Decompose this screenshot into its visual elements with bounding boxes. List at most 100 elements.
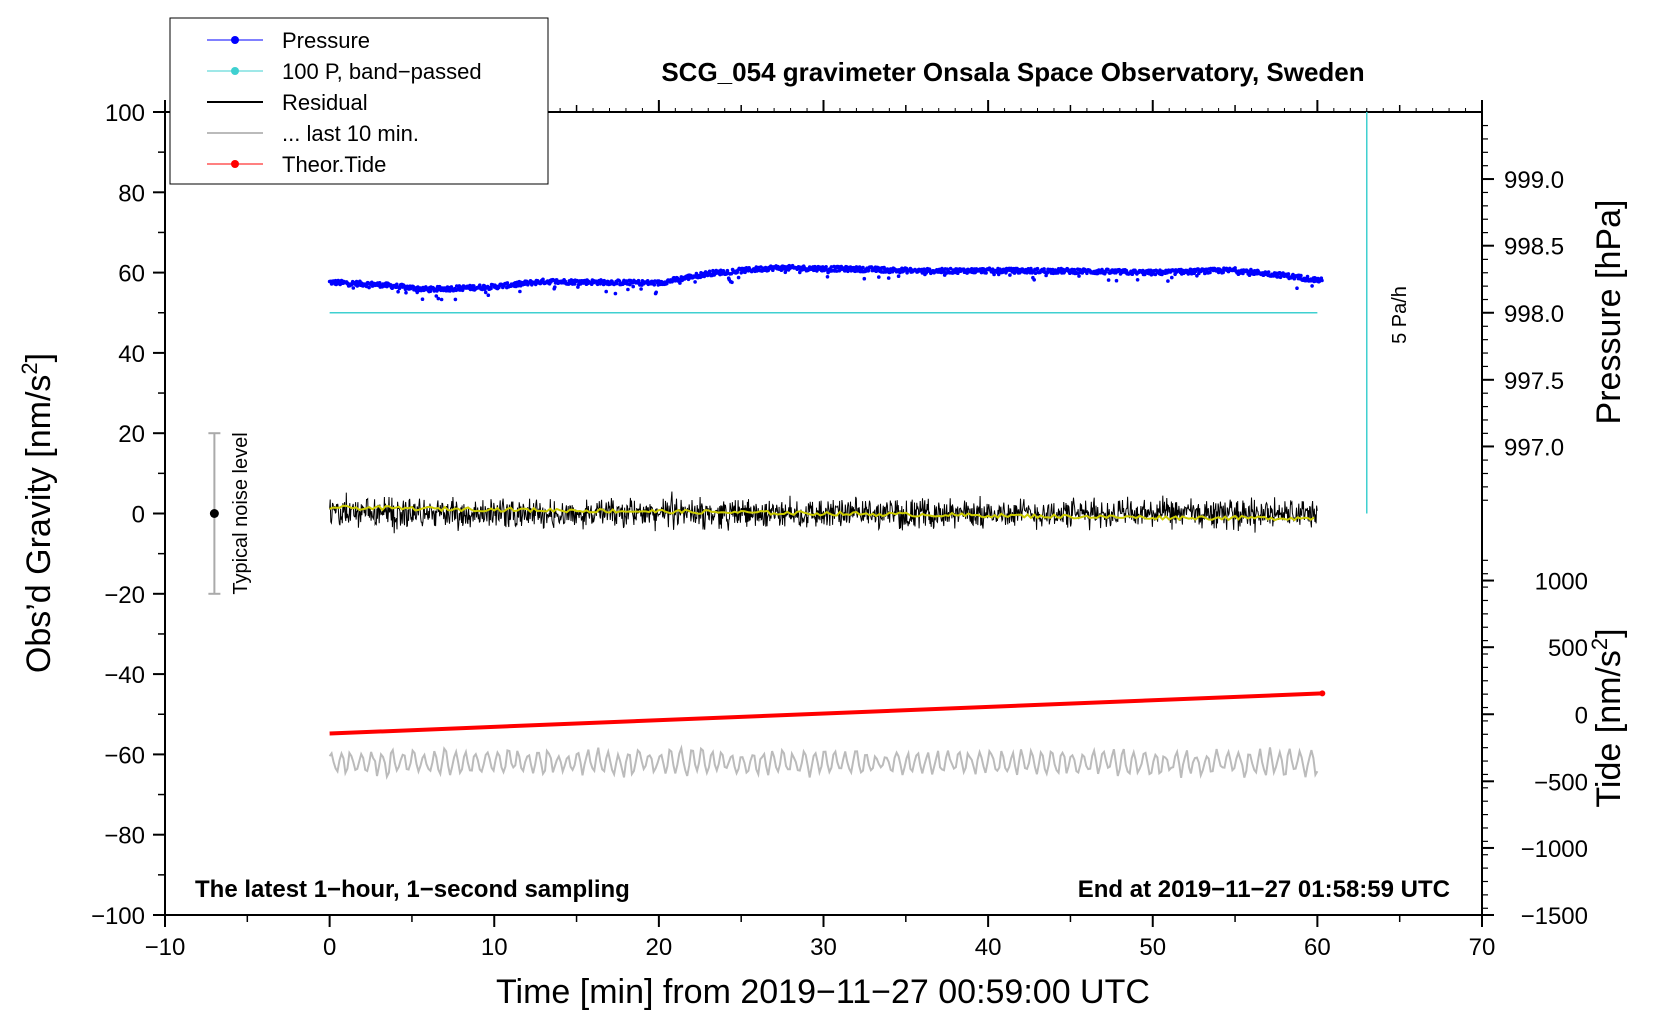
y-axis-left-label: Obs’d Gravity [nm/s2]	[17, 353, 58, 673]
pressure-point	[730, 280, 734, 285]
pressure-point	[826, 270, 830, 275]
y-axis-right-tide-label-end: ]	[1590, 628, 1628, 637]
pressure-point	[1072, 267, 1077, 272]
pressure-point	[1320, 278, 1324, 283]
pressure-point	[1033, 271, 1038, 276]
pressure-point	[652, 283, 657, 287]
legend-marker-pressure	[231, 36, 239, 44]
pressure-point	[551, 278, 556, 283]
pressure-point	[825, 275, 830, 279]
y-tick-label: −80	[104, 823, 145, 850]
pressure-point	[396, 289, 400, 294]
pressure-tick-label: 997.5	[1504, 368, 1564, 395]
scale-bar-label: 5 Pa/h	[1389, 286, 1411, 344]
pressure-point	[1233, 266, 1237, 270]
series-residual-smoothed	[329, 504, 1315, 522]
y-axis-left-label-main: Obs’d Gravity [nm/s	[20, 375, 58, 674]
pressure-point	[1035, 266, 1040, 271]
pressure-point	[626, 287, 630, 292]
pressure-point	[1106, 278, 1111, 282]
pressure-point	[533, 282, 538, 287]
x-tick-label: 70	[1469, 934, 1496, 961]
pressure-point	[693, 280, 697, 284]
series-pressure	[327, 263, 1324, 302]
pressure-point	[1008, 273, 1012, 277]
series-group	[327, 263, 1326, 781]
series-theor-tide	[329, 691, 1323, 736]
pressure-point	[351, 286, 356, 290]
series-last-10-min	[328, 744, 1319, 781]
legend-item-pressure: Pressure	[207, 28, 370, 53]
legend-label-residual: Residual	[282, 90, 368, 115]
y-tick-label: 0	[132, 502, 145, 529]
y-tick-label: 60	[118, 261, 145, 288]
y-tick-label: 20	[118, 421, 145, 448]
pressure-point	[886, 276, 891, 280]
tide-tick-label: 1000	[1535, 569, 1588, 596]
pressure-point	[541, 277, 545, 282]
pressure-point	[836, 264, 841, 269]
legend-item-band-passed: 100 P, band−passed	[207, 59, 482, 84]
annotation-end-time: End at 2019−11−27 01:58:59 UTC	[1078, 876, 1450, 903]
tide-tick-label: −500	[1534, 769, 1588, 796]
pressure-point	[1281, 271, 1285, 275]
pressure-point	[1166, 279, 1170, 283]
pressure-point	[1310, 284, 1314, 288]
pressure-point	[969, 267, 974, 271]
pressure-point	[1266, 270, 1271, 274]
pressure-point	[1292, 276, 1297, 281]
x-tick-label: −10	[145, 934, 186, 961]
legend-marker-theor-tide	[231, 160, 239, 168]
legend-label-band-passed: 100 P, band−passed	[282, 59, 482, 84]
x-tick-label: 60	[1304, 934, 1331, 961]
pressure-point	[1077, 274, 1081, 278]
tide-tick-label: −1500	[1521, 903, 1588, 930]
pressure-point	[453, 297, 458, 302]
pressure-point	[782, 264, 787, 269]
pressure-point	[948, 266, 953, 271]
pressure-tick-label: 997.0	[1504, 434, 1564, 461]
x-tick-label: 0	[323, 934, 336, 961]
y-axis-right-tide-label-sup: 2	[1587, 638, 1612, 650]
y-axis-right-tide-label-main: Tide [nm/s	[1590, 650, 1628, 807]
legend-item-residual: Residual	[207, 90, 368, 115]
pressure-point	[798, 270, 802, 275]
noise-bar-label: Typical noise level	[230, 432, 252, 594]
pressure-point	[886, 267, 890, 272]
pressure-point	[518, 289, 522, 294]
pressure-point	[486, 293, 491, 298]
pressure-point	[439, 297, 444, 302]
pressure-point	[631, 284, 635, 289]
pressure-point	[1106, 267, 1110, 272]
legend: Pressure 100 P, band−passed Residual ...…	[169, 17, 549, 185]
tide-end-point	[1319, 690, 1326, 697]
pressure-point	[1247, 273, 1252, 278]
noise-bar-center	[209, 509, 219, 518]
pressure-point	[824, 265, 828, 269]
tide-tick-label: 500	[1548, 635, 1588, 662]
pressure-tick-label: 998.5	[1504, 234, 1564, 261]
pressure-point	[434, 294, 439, 298]
y-axis-left: 100 80 60 40 20 0 −20 −40 −60 −80 −100	[91, 100, 165, 930]
tide-tick-label: −1000	[1521, 836, 1588, 863]
pressure-point	[1305, 274, 1310, 279]
y-tick-label: −60	[104, 742, 145, 769]
y-tick-label: 80	[118, 180, 145, 207]
pressure-point	[1135, 278, 1140, 282]
pressure-tick-label: 998.0	[1504, 301, 1564, 328]
pressure-point	[1153, 272, 1158, 277]
tide-tick-label: 0	[1575, 702, 1588, 729]
y-axis-left-label-end: ]	[20, 353, 58, 362]
pressure-point	[896, 274, 901, 279]
x-tick-label: 10	[481, 934, 508, 961]
annotation-group: Typical noise level 5 Pa/h	[208, 112, 1411, 595]
pressure-tick-label: 999.0	[1504, 167, 1564, 194]
annotation-sampling: The latest 1−hour, 1−second sampling	[195, 876, 630, 903]
chart-title: SCG_054 gravimeter Onsala Space Observat…	[661, 57, 1364, 87]
pressure-point	[553, 285, 557, 289]
y-tick-label: 100	[105, 100, 145, 127]
pressure-point	[449, 285, 454, 289]
pressure-point	[478, 283, 482, 288]
pressure-point	[979, 270, 984, 275]
legend-label-theor-tide: Theor.Tide	[282, 152, 386, 177]
